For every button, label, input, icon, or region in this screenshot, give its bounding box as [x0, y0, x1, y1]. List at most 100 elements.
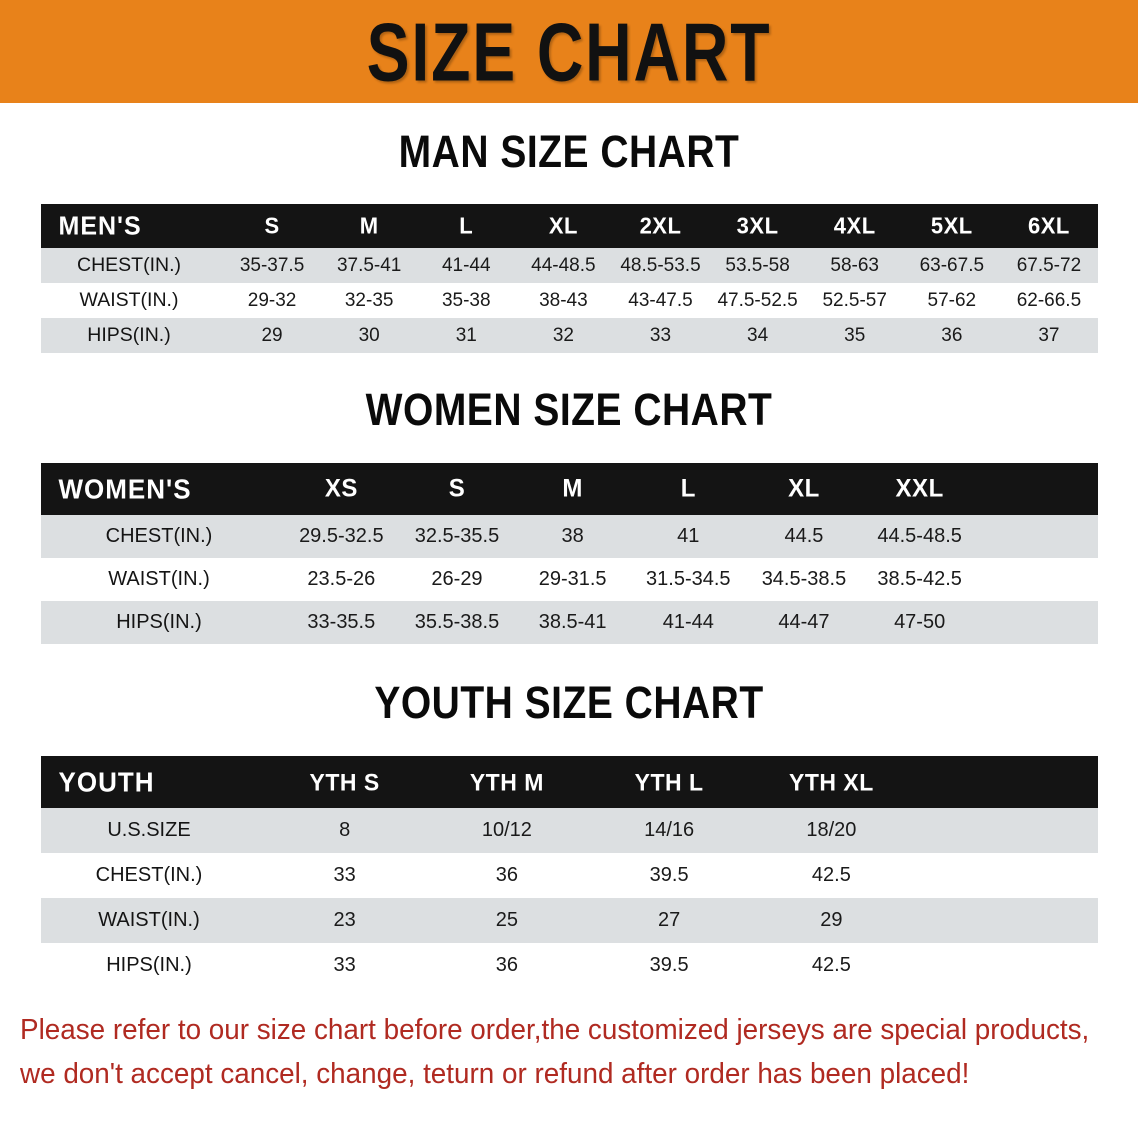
page-banner: SIZE CHART [0, 0, 1138, 103]
women-row-label-2: HIPS(IN.) [40, 601, 284, 644]
women-cell-2-0: 33-35.5 [283, 601, 400, 644]
man-col-header-6: 4XL [833, 212, 876, 239]
man-cell-0-0: 35-37.5 [223, 248, 321, 283]
table-row: CHEST(IN.) 35-37.5 37.5-41 41-44 44-48.5… [40, 248, 1098, 283]
table-row: U.S.SIZE 8 10/12 14/16 18/20 [40, 808, 1098, 853]
women-col-header-0: XS [324, 474, 358, 503]
youth-size-table-wrapper: YOUTH YTH S YTH M YTH L YTH XL U.S.SIZE … [40, 756, 1098, 988]
man-cell-1-4: 43-47.5 [611, 283, 710, 318]
man-header-label: MEN'S [58, 210, 142, 241]
man-col-header-5: 3XL [736, 212, 779, 239]
man-cell-1-2: 35-38 [417, 283, 515, 318]
youth-table-body: U.S.SIZE 8 10/12 14/16 18/20 CHEST(IN.) … [40, 808, 1098, 988]
man-col-header-0: S [264, 212, 280, 239]
man-cell-2-6: 35 [806, 318, 904, 353]
youth-section-title: YOUTH SIZE CHART [374, 678, 764, 729]
man-cell-1-8: 62-66.5 [1000, 283, 1098, 318]
youth-cell-1-spacer [912, 853, 1098, 898]
youth-cell-2-2: 27 [588, 898, 751, 943]
man-col-header-1: M [359, 212, 379, 239]
youth-cell-2-spacer [912, 898, 1098, 943]
man-cell-2-5: 34 [709, 318, 807, 353]
man-cell-2-3: 32 [514, 318, 612, 353]
women-cell-2-5: 47-50 [861, 601, 978, 644]
table-row: WAIST(IN.) 23 25 27 29 [40, 898, 1098, 943]
youth-header-row: YOUTH YTH S YTH M YTH L YTH XL [40, 756, 1098, 808]
youth-cell-2-0: 23 [263, 898, 426, 943]
man-cell-1-7: 57-62 [903, 283, 1001, 318]
man-col-header-4: 2XL [639, 212, 682, 239]
youth-row-label-1: CHEST(IN.) [40, 853, 264, 898]
women-cell-1-1: 26-29 [399, 558, 515, 601]
man-cell-2-7: 36 [903, 318, 1001, 353]
women-cell-1-0: 23.5-26 [283, 558, 400, 601]
women-col-header-spacer [978, 462, 1098, 517]
women-cell-1-3: 31.5-34.5 [630, 558, 747, 601]
man-size-table-wrapper: MEN'S S M L XL 2XL 3XL 4XL 5XL 6XL CHEST… [40, 204, 1098, 353]
women-col-header-3: L [680, 474, 696, 503]
youth-cell-3-1: 36 [425, 943, 588, 988]
women-col-header-4: XL [788, 474, 820, 503]
man-cell-1-6: 52.5-57 [806, 283, 904, 318]
women-cell-2-1: 35.5-38.5 [399, 601, 515, 644]
women-cell-0-5: 44.5-48.5 [861, 515, 978, 558]
women-col-header-2: M [562, 474, 583, 503]
man-cell-0-2: 41-44 [417, 248, 515, 283]
women-cell-1-4: 34.5-38.5 [746, 558, 862, 601]
women-cell-2-spacer [977, 601, 1098, 644]
youth-cell-1-3: 42.5 [750, 853, 913, 898]
youth-cell-0-3: 18/20 [750, 808, 913, 853]
women-cell-0-3: 41 [630, 515, 747, 558]
youth-col-header-2: YTH L [634, 767, 704, 796]
women-col-header-5: XXL [895, 474, 944, 503]
women-cell-2-3: 41-44 [630, 601, 747, 644]
disclaimer-line-1: Please refer to our size chart before or… [20, 1014, 1090, 1046]
table-row: HIPS(IN.) 29 30 31 32 33 34 35 36 37 [40, 318, 1098, 353]
man-cell-0-1: 37.5-41 [320, 248, 418, 283]
youth-row-label-3: HIPS(IN.) [40, 943, 264, 988]
women-cell-1-2: 29-31.5 [514, 558, 631, 601]
man-cell-1-5: 47.5-52.5 [709, 283, 807, 318]
table-row: CHEST(IN.) 33 36 39.5 42.5 [40, 853, 1098, 898]
youth-cell-0-spacer [912, 808, 1098, 853]
women-cell-0-1: 32.5-35.5 [399, 515, 515, 558]
youth-col-header-1: YTH M [469, 767, 544, 796]
man-col-header-8: 6XL [1028, 212, 1070, 239]
man-size-table: MEN'S S M L XL 2XL 3XL 4XL 5XL 6XL CHEST… [40, 204, 1098, 353]
man-cell-1-3: 38-43 [514, 283, 612, 318]
women-size-table: WOMEN'S XS S M L XL XXL CHEST(IN.) 29.5-… [40, 462, 1098, 644]
youth-table-head: YOUTH YTH S YTH M YTH L YTH XL [40, 756, 1098, 808]
man-cell-0-7: 63-67.5 [903, 248, 1001, 283]
youth-col-header-0: YTH S [309, 767, 380, 796]
women-table-head: WOMEN'S XS S M L XL XXL [40, 462, 1098, 517]
disclaimer-line-2: we don't accept cancel, change, teturn o… [20, 1058, 970, 1090]
women-header-label: WOMEN'S [58, 472, 192, 505]
women-cell-2-2: 38.5-41 [514, 601, 631, 644]
youth-cell-1-1: 36 [425, 853, 588, 898]
women-cell-0-2: 38 [514, 515, 631, 558]
man-cell-2-8: 37 [1000, 318, 1098, 353]
youth-cell-0-0: 8 [263, 808, 426, 853]
women-cell-2-4: 44-47 [746, 601, 862, 644]
women-size-table-wrapper: WOMEN'S XS S M L XL XXL CHEST(IN.) 29.5-… [40, 462, 1098, 644]
page-title: SIZE CHART [366, 5, 772, 98]
women-table-body: CHEST(IN.) 29.5-32.5 32.5-35.5 38 41 44.… [40, 515, 1098, 644]
man-col-header-2: L [459, 212, 474, 239]
man-section-title: MAN SIZE CHART [398, 127, 740, 178]
women-section-title: WOMEN SIZE CHART [365, 385, 773, 436]
women-cell-0-4: 44.5 [746, 515, 862, 558]
man-cell-2-4: 33 [611, 318, 710, 353]
man-cell-1-0: 29-32 [223, 283, 321, 318]
youth-size-table: YOUTH YTH S YTH M YTH L YTH XL U.S.SIZE … [40, 756, 1098, 988]
youth-cell-2-1: 25 [425, 898, 588, 943]
man-cell-2-2: 31 [417, 318, 515, 353]
youth-col-header-3: YTH XL [788, 767, 874, 796]
youth-cell-0-1: 10/12 [425, 808, 588, 853]
man-cell-2-0: 29 [223, 318, 321, 353]
women-row-label-1: WAIST(IN.) [40, 558, 284, 601]
youth-cell-3-2: 39.5 [588, 943, 751, 988]
table-row: CHEST(IN.) 29.5-32.5 32.5-35.5 38 41 44.… [40, 515, 1098, 558]
youth-header-label: YOUTH [58, 765, 155, 798]
man-cell-1-1: 32-35 [320, 283, 418, 318]
man-row-label-0: CHEST(IN.) [40, 248, 224, 283]
